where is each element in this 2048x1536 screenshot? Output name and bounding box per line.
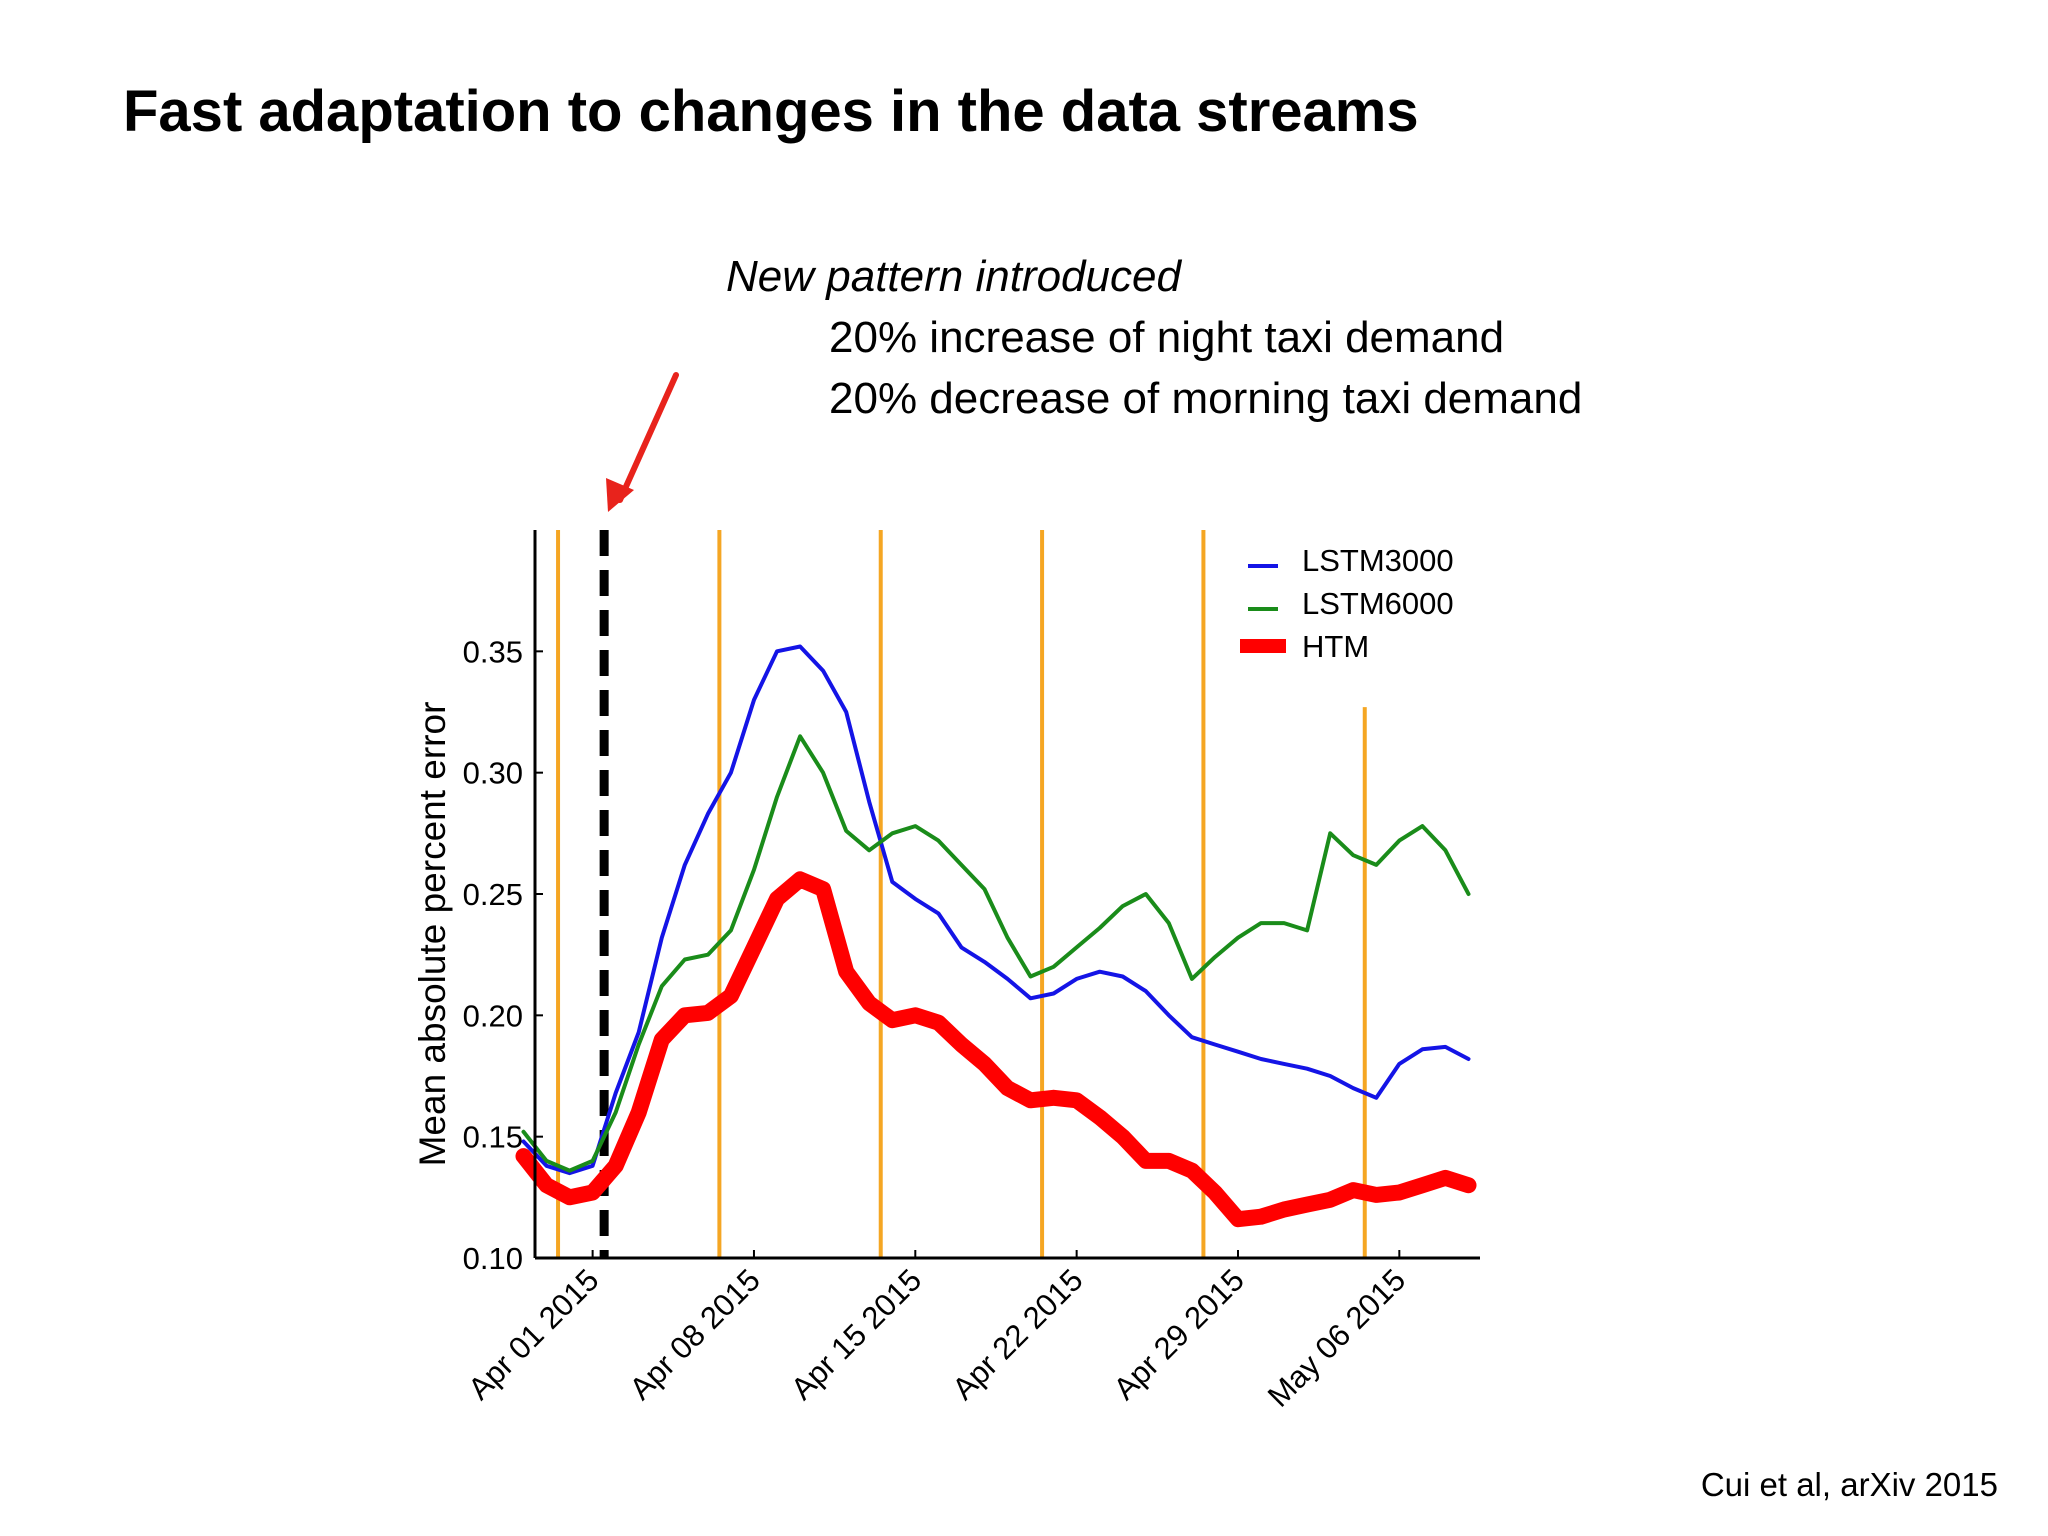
x-tick-label: May 06 2015 — [1261, 1262, 1412, 1413]
y-axis-label: Mean absolute percent error — [412, 702, 453, 1167]
slide-title: Fast adaptation to changes in the data s… — [123, 79, 1419, 144]
x-tick-label: Apr 22 2015 — [945, 1262, 1089, 1406]
y-tick-label: 0.15 — [463, 1120, 523, 1155]
x-tick-label: Apr 08 2015 — [623, 1262, 767, 1406]
legend-swatch-htm — [1240, 639, 1286, 653]
series-line-lstm6000 — [521, 734, 1471, 1173]
x-tick-label: Apr 15 2015 — [784, 1262, 928, 1406]
annotation-heading: New pattern introduced — [726, 252, 1181, 301]
annotation-line-2: 20% decrease of morning taxi demand — [829, 374, 1583, 423]
legend-label-lstm3000: LSTM3000 — [1302, 543, 1454, 578]
annotation-line-1: 20% increase of night taxi demand — [829, 313, 1505, 362]
y-tick-label: 0.10 — [463, 1241, 523, 1276]
series-line-lstm3000 — [521, 644, 1471, 1176]
x-tick-label: Apr 01 2015 — [461, 1262, 605, 1406]
y-tick-label: 0.30 — [463, 756, 523, 791]
citation: Cui et al, arXiv 2015 — [1700, 1466, 1998, 1503]
y-tick-label: 0.25 — [463, 877, 523, 912]
annotation-arrow-head — [606, 478, 634, 512]
legend-label-htm: HTM — [1302, 629, 1369, 664]
y-tick-label: 0.20 — [463, 998, 523, 1033]
legend-label-lstm6000: LSTM6000 — [1302, 586, 1454, 621]
x-tick-label: Apr 29 2015 — [1107, 1262, 1251, 1406]
y-tick-label: 0.35 — [463, 634, 523, 669]
series-line-htm — [515, 871, 1477, 1228]
annotation-arrow-shaft — [617, 372, 679, 503]
